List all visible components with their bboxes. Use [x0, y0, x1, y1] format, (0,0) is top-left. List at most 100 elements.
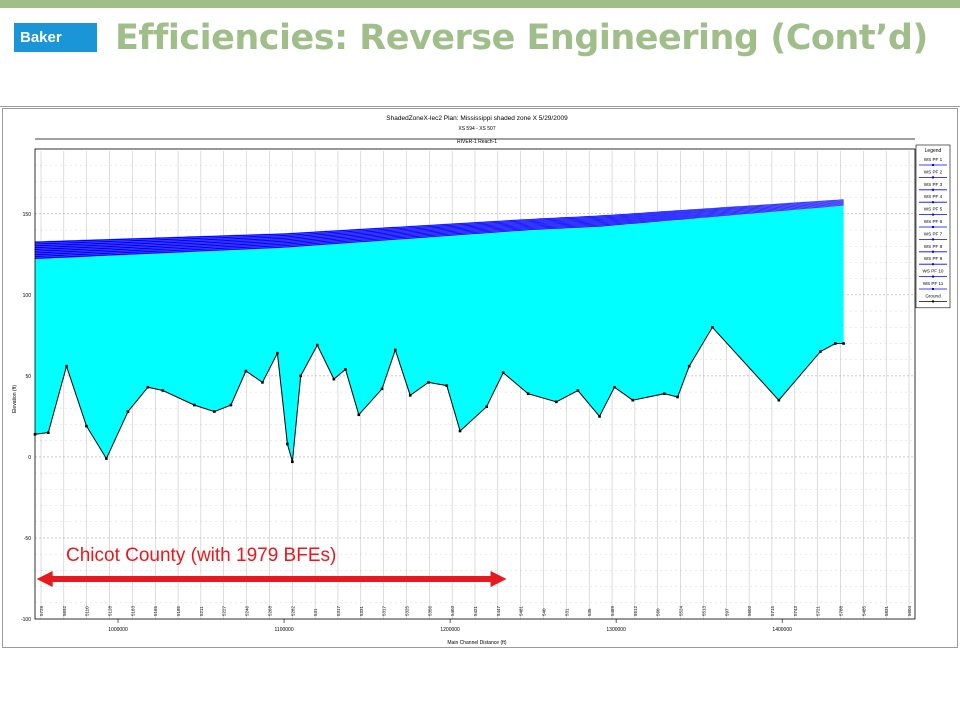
ground-point — [261, 381, 264, 384]
ground-point — [276, 351, 279, 355]
ground-point — [819, 350, 822, 353]
legend-marker — [932, 188, 934, 191]
cross-section-label: 5331 — [359, 605, 364, 616]
cross-section-label: 5831 — [884, 605, 889, 616]
chart-title: ShadedZoneX-lec2 Plan: Mississippi shade… — [386, 115, 568, 122]
title-divider — [0, 106, 960, 107]
cross-section-label: 5524 — [679, 605, 684, 616]
y-tick-label: -100 — [21, 617, 31, 623]
cross-section-label: 5721 — [816, 605, 821, 616]
cross-section-label: 5128 — [108, 605, 113, 616]
ground-point — [126, 410, 130, 413]
ground-point — [229, 403, 233, 407]
ground-point — [161, 389, 165, 392]
ground-point — [427, 381, 430, 384]
ground-point — [46, 431, 50, 434]
legend-marker — [932, 263, 934, 266]
cross-section-label: 5513 — [701, 605, 706, 616]
ws-pf-line — [34, 204, 844, 256]
ground-point — [299, 374, 302, 378]
cross-section-label: 535 — [587, 608, 592, 616]
ws-pf-line — [34, 205, 844, 260]
water-area-layer — [34, 199, 844, 462]
cross-section-label: 5165 — [153, 605, 158, 616]
legend-marker — [932, 213, 934, 216]
ground-point — [842, 342, 845, 345]
baker-logo: Baker — [14, 23, 97, 52]
cross-section-label: 531 — [313, 608, 318, 616]
cross-section-label: 5211 — [199, 606, 204, 616]
profile-chart-frame: 5729 5692 5110 5128 5163 5165 5185 5211 5227 5246… — [2, 108, 958, 648]
x-tick-label: 1400000 — [772, 627, 792, 633]
y-tick-label: 0 — [28, 455, 31, 461]
legend-marker — [932, 201, 934, 204]
legend: Legend WS PF 1 WS PF 2 WS PF 3 WS PF 4 WS PF … — [915, 144, 951, 309]
ws-pf-line — [34, 202, 844, 253]
legend-entry: WS PF 2 — [924, 169, 943, 174]
ground-point — [613, 385, 616, 389]
cross-section-label: 5282 — [290, 605, 295, 616]
ground-point — [146, 385, 150, 389]
axes-layer: -100 -50 0 50 100 150 1000000 1100000 1200000 130… — [21, 138, 916, 633]
ws-pf-line — [34, 200, 844, 246]
y-tick-label: 50 — [25, 374, 31, 380]
legend-marker — [932, 238, 934, 241]
ground-point — [394, 348, 397, 352]
ground-point — [526, 392, 530, 396]
legend-entry: WS PF 1 — [924, 157, 943, 162]
legend-marker — [932, 164, 934, 166]
ws-pf-line — [34, 203, 844, 255]
ground-point — [676, 395, 679, 399]
cross-section-label: 5447 — [496, 605, 501, 616]
cross-section-label: 5715 — [770, 605, 775, 616]
legend-title: Legend — [925, 148, 942, 154]
ground-point — [85, 424, 88, 428]
ground-point — [193, 403, 196, 407]
ground-point — [555, 400, 558, 404]
legend-entry: WS PF 10 — [923, 269, 944, 274]
ws-pf-line — [34, 199, 844, 244]
cross-section-label: 5489 — [610, 605, 615, 616]
cross-section-label: 5421 — [473, 605, 478, 616]
profile-chart: 5729 5692 5110 5128 5163 5165 5185 5211 5227 5246… — [12, 115, 951, 646]
ground-point — [65, 364, 68, 368]
ground-point — [458, 429, 462, 433]
legend-marker — [932, 300, 934, 303]
cross-section-label: 5110 — [85, 606, 90, 616]
cross-section-label: 531 — [564, 608, 569, 616]
chart-subtitle: XS 594 - XS 507 — [458, 126, 495, 132]
cross-section-label: 5317 — [336, 605, 341, 616]
extent-arrow-left-head — [36, 571, 53, 587]
cross-section-label: 5227 — [222, 605, 227, 616]
ground-point — [834, 342, 837, 345]
cross-section-label: 540 — [542, 608, 547, 616]
ground-point — [445, 384, 449, 387]
cross-section-label: 5403 — [450, 605, 455, 616]
ground-point — [598, 415, 601, 418]
cross-section-label: 5246 — [245, 605, 250, 616]
cross-section-label: 5788 — [838, 605, 843, 616]
x-tick-label: 1300000 — [606, 627, 626, 633]
cross-section-label: 5604 — [907, 605, 912, 616]
y-tick-label: 150 — [23, 212, 32, 218]
cross-section-label: 5185 — [176, 605, 181, 616]
cross-section-label: 5692 — [62, 605, 67, 616]
cross-section-label: 5163 — [130, 605, 135, 616]
reach-label: RIVER-1 Reach-1 — [457, 139, 497, 145]
legend-entry: WS PF 4 — [924, 194, 943, 199]
x-axis-label: Main Channel Distance (ft) — [447, 640, 507, 646]
ws-pf-line — [34, 202, 844, 251]
cross-section-label: 5485 — [861, 605, 866, 616]
ground-point — [105, 457, 108, 460]
legend-entry: WS PF 5 — [924, 207, 943, 212]
ground-point — [244, 369, 248, 373]
x-tick-label: 1000000 — [108, 627, 128, 633]
ground-point — [380, 387, 384, 391]
ground-point — [357, 413, 361, 417]
slide-title: Efficiencies: Reverse Engineering (Cont’… — [115, 18, 928, 58]
cross-section-label: 5325 — [404, 605, 409, 616]
ground-point — [576, 389, 580, 392]
cross-section-label: 5481 — [519, 605, 524, 616]
legend-entry: WS PF 9 — [924, 256, 943, 261]
legend-marker — [932, 176, 934, 179]
